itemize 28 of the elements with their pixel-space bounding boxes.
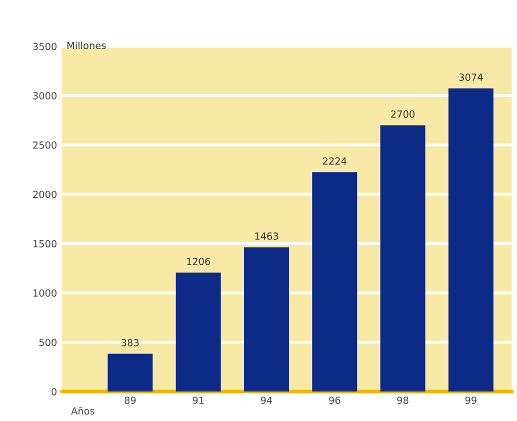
x-tick-label: 89: [124, 396, 136, 404]
y-tick-label: 2500: [33, 141, 57, 149]
bar: [244, 247, 289, 392]
x-tick-label: 96: [329, 396, 340, 404]
x-tick-label: 91: [192, 396, 204, 404]
x-tick-label: 98: [397, 396, 408, 404]
data-label: 2700: [391, 110, 415, 118]
data-label: 1206: [187, 258, 210, 266]
data-label: 383: [122, 338, 139, 346]
y-tick-label: 3500: [33, 42, 57, 50]
y-tick-label: 1000: [34, 289, 57, 297]
y-tick-label: 2000: [33, 190, 57, 198]
data-label: 3074: [459, 74, 483, 81]
y-tick-label: 3000: [33, 92, 57, 100]
y-tick-label: 500: [39, 338, 57, 346]
y-tick-label: 1500: [34, 240, 57, 248]
y-tick-label: 0: [52, 388, 57, 396]
x-tick-label: 99: [465, 396, 476, 404]
bar: [176, 272, 221, 392]
x-axis-title: Años: [71, 406, 94, 415]
y-axis-title: Millones: [67, 42, 106, 50]
x-tick-label: 94: [260, 396, 272, 404]
data-label: 1463: [255, 232, 278, 240]
bar: [448, 88, 494, 392]
bar: [108, 354, 153, 392]
bar: [312, 172, 358, 392]
bar: [380, 125, 426, 392]
data-label: 2224: [322, 157, 346, 165]
